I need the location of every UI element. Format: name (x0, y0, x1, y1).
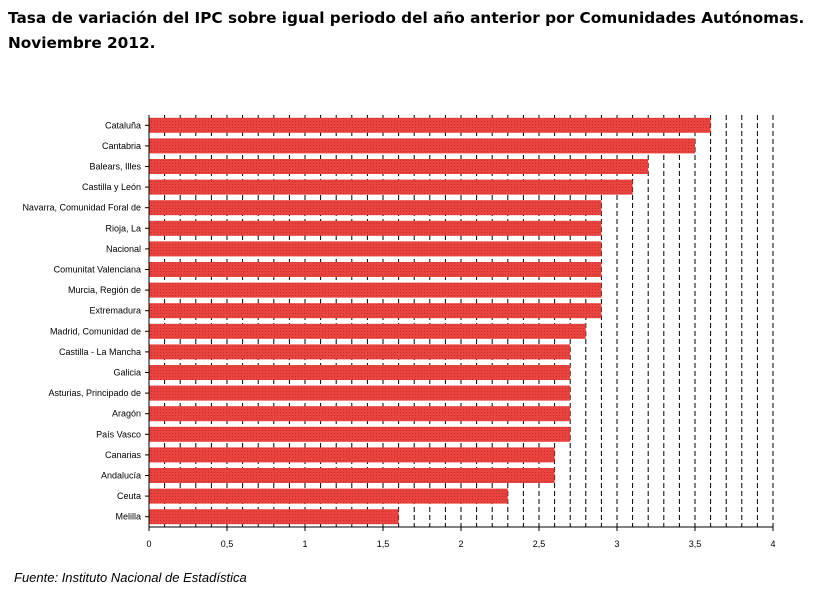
axes (145, 115, 774, 531)
category-label: Melilla (115, 512, 141, 522)
bar (149, 488, 508, 504)
bars (149, 117, 711, 525)
bar (149, 447, 555, 463)
category-label: Asturias, Principado de (48, 388, 141, 398)
x-tick-label: 3,5 (689, 539, 702, 549)
bar (149, 220, 602, 236)
bar (149, 138, 695, 154)
bar (149, 323, 586, 339)
category-label: Nacional (106, 244, 141, 254)
category-label: País Vasco (96, 429, 141, 439)
category-label: Cataluña (105, 120, 141, 130)
bar (149, 117, 711, 133)
bar (149, 159, 649, 174)
category-label: Navarra, Comunidad Foral de (22, 203, 141, 213)
x-tick-label: 1,5 (377, 539, 390, 549)
bar (149, 200, 602, 216)
category-label: Canarias (105, 450, 142, 460)
category-label: Castilla y León (82, 182, 141, 192)
category-label: Rioja, La (105, 223, 141, 233)
bar (149, 282, 602, 298)
source-note: Fuente: Instituto Nacional de Estadístic… (14, 570, 247, 585)
tick-labels: 0 0,5 1 1,5 2 2,5 3 3,5 4 (146, 539, 775, 549)
bar (149, 179, 633, 195)
category-label: Madrid, Comunidad de (50, 326, 141, 336)
x-tick-label: 4 (770, 539, 775, 549)
bar (149, 303, 602, 319)
category-label: Murcia, Región de (68, 285, 141, 295)
bar (149, 406, 571, 422)
x-tick-label: 2,5 (533, 539, 546, 549)
x-tick-label: 0,5 (221, 539, 234, 549)
category-label: Comunitat Valenciana (54, 265, 141, 275)
category-label: Andalucía (101, 471, 141, 481)
gridlines (164, 115, 774, 527)
category-label: Aragón (112, 409, 141, 419)
category-label: Cantabria (102, 141, 141, 151)
bar (149, 426, 571, 442)
bar (149, 468, 555, 483)
chart-title: Tasa de variación del IPC sobre igual pe… (8, 9, 805, 52)
category-labels: Cataluña Cantabria Balears, Illes Castilla … (22, 120, 141, 521)
category-label: Extremadura (89, 306, 141, 316)
category-label: Balears, Illes (89, 162, 141, 172)
x-tick-label: 2 (458, 539, 463, 549)
category-label: Castilla - La Mancha (59, 347, 141, 357)
x-tick-label: 1 (302, 539, 307, 549)
bar (149, 509, 399, 525)
x-tick-label: 3 (614, 539, 619, 549)
bar (149, 241, 602, 257)
x-tick-label: 0 (146, 539, 151, 549)
bar (149, 262, 602, 277)
bar (149, 344, 571, 360)
bar-chart: Cataluña Cantabria Balears, Illes Castilla … (22, 115, 776, 549)
bar (149, 385, 571, 401)
bar (149, 365, 571, 380)
category-label: Ceuta (117, 491, 141, 501)
category-label: Galicia (113, 368, 141, 378)
